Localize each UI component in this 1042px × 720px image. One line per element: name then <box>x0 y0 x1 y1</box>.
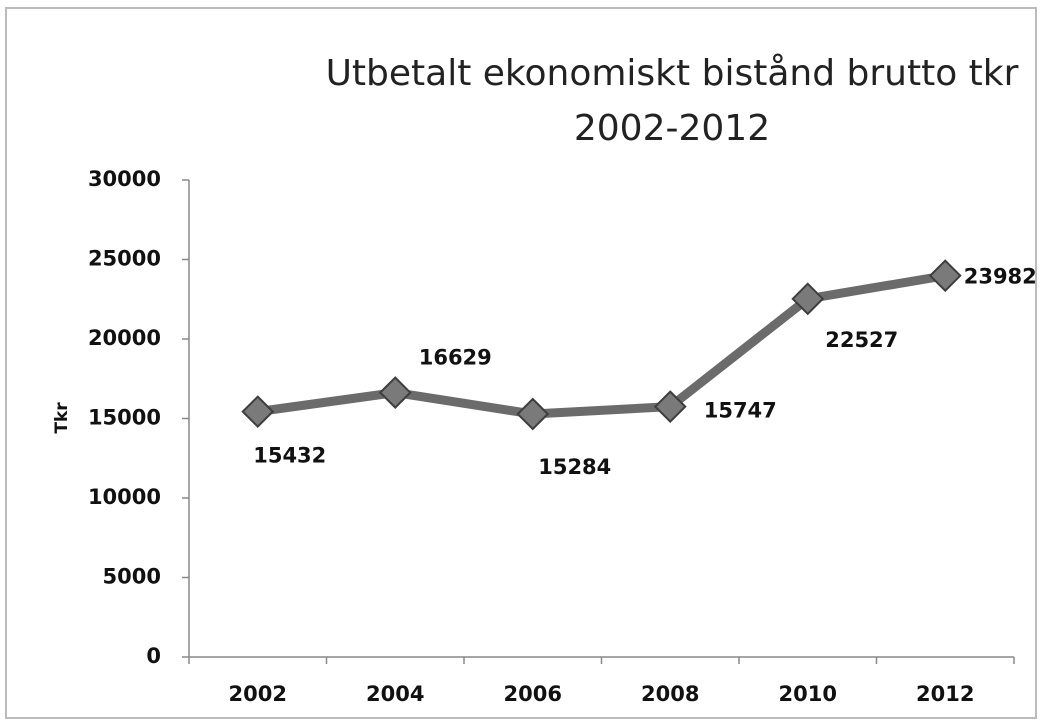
data-label: 16629 <box>419 346 492 370</box>
y-tick-label: 20000 <box>88 326 161 350</box>
chart-title: Utbetalt ekonomiskt bistånd brutto tkr <box>326 53 1019 94</box>
y-tick-label: 15000 <box>88 406 161 430</box>
marker <box>791 282 825 316</box>
x-tick-label: 2010 <box>779 682 837 706</box>
marker <box>928 259 962 293</box>
x-tick-label: 2002 <box>229 682 287 706</box>
x-tick-label: 2008 <box>641 682 699 706</box>
data-label: 23982 <box>964 265 1037 289</box>
x-tick-label: 2006 <box>504 682 562 706</box>
x-tick-label: 2004 <box>366 682 424 706</box>
data-label: 22527 <box>825 328 898 352</box>
marker <box>516 397 550 431</box>
marker <box>241 395 275 429</box>
x-tick-label: 2012 <box>916 682 974 706</box>
y-tick-label: 10000 <box>88 485 161 509</box>
y-tick-label: 5000 <box>103 565 161 589</box>
series-line <box>257 271 946 419</box>
data-label: 15747 <box>704 399 777 423</box>
chart-border <box>5 7 1037 719</box>
data-label: 15432 <box>253 444 326 468</box>
marker <box>653 390 687 424</box>
data-label: 15284 <box>538 455 611 479</box>
y-axis-label: Tkr <box>52 402 72 434</box>
y-tick-label: 30000 <box>88 167 161 191</box>
y-tick-label: 25000 <box>88 247 161 271</box>
marker <box>378 376 412 410</box>
chart-subtitle: 2002-2012 <box>574 108 770 149</box>
y-tick-label: 0 <box>146 644 161 668</box>
